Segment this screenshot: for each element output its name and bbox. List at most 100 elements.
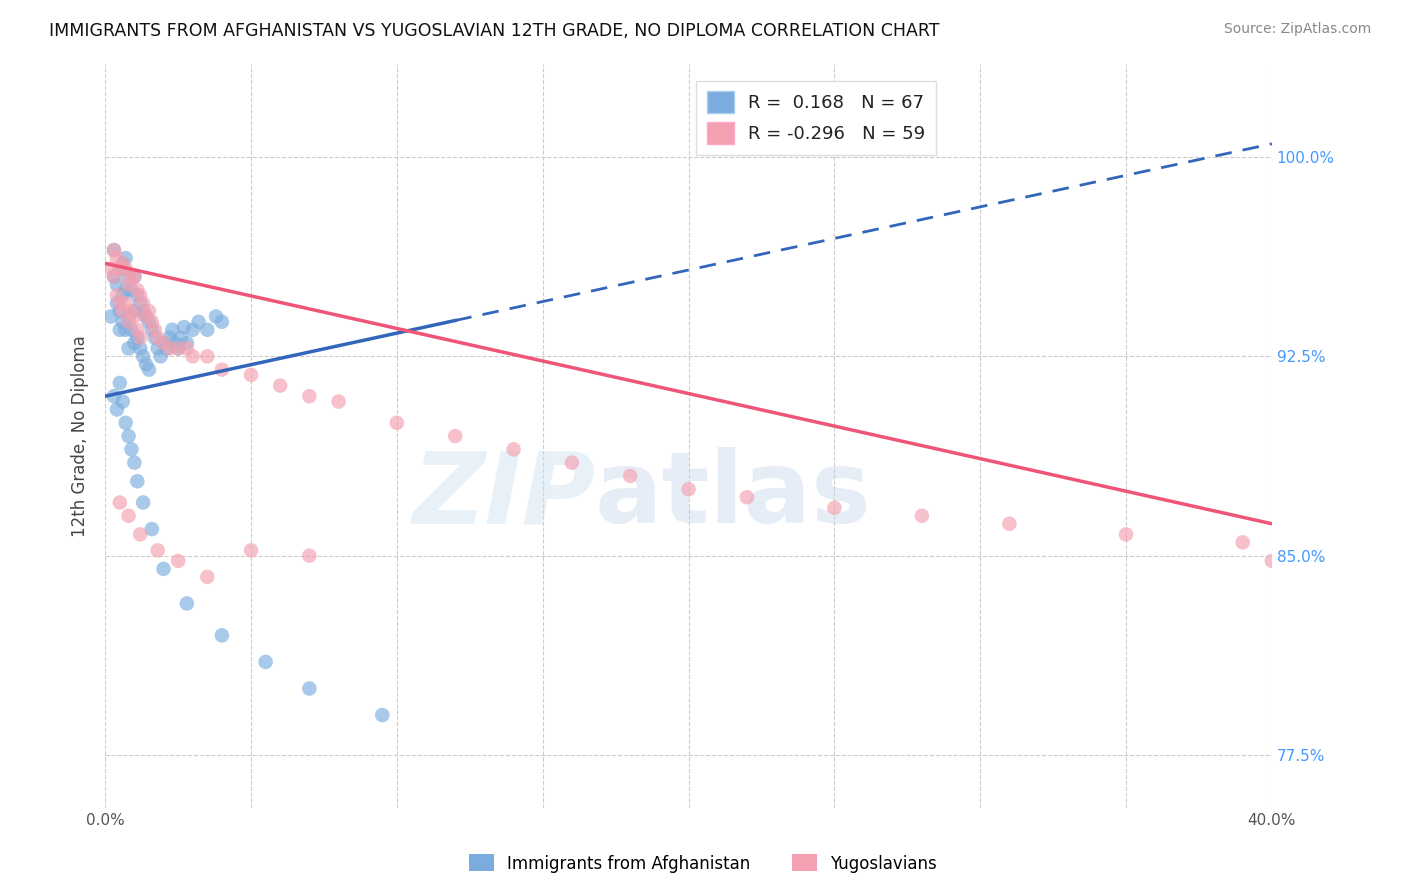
Point — [127, 288, 149, 302]
Point — [1232, 535, 1254, 549]
Point — [911, 508, 934, 523]
Point — [135, 357, 157, 371]
Point — [124, 336, 146, 351]
Point — [124, 304, 146, 318]
Point — [117, 277, 139, 292]
Point — [1115, 527, 1137, 541]
Point — [103, 389, 125, 403]
Point — [152, 562, 174, 576]
Point — [187, 315, 209, 329]
Point — [138, 362, 160, 376]
Point — [108, 296, 131, 310]
Point — [132, 296, 155, 310]
Point — [167, 342, 190, 356]
Point — [132, 304, 155, 318]
Point — [121, 304, 143, 318]
Point — [181, 323, 204, 337]
Point — [176, 597, 198, 611]
Point — [127, 331, 149, 345]
Point — [141, 323, 163, 337]
Point — [165, 336, 187, 351]
Point — [114, 283, 136, 297]
Point — [108, 261, 131, 276]
Point — [152, 336, 174, 351]
Point — [124, 456, 146, 470]
Point — [129, 296, 152, 310]
Text: atlas: atlas — [595, 447, 872, 544]
Point — [117, 508, 139, 523]
Point — [619, 469, 641, 483]
Point — [135, 310, 157, 324]
Point — [152, 336, 174, 351]
Point — [105, 296, 128, 310]
Point — [117, 310, 139, 324]
Y-axis label: 12th Grade, No Diploma: 12th Grade, No Diploma — [72, 335, 89, 537]
Point — [103, 243, 125, 257]
Point — [735, 490, 758, 504]
Point — [678, 482, 700, 496]
Point — [149, 349, 172, 363]
Point — [138, 315, 160, 329]
Point — [132, 349, 155, 363]
Point — [103, 269, 125, 284]
Point — [114, 323, 136, 337]
Point — [105, 402, 128, 417]
Point — [162, 323, 184, 337]
Point — [240, 368, 263, 382]
Point — [181, 349, 204, 363]
Point — [141, 315, 163, 329]
Point — [211, 628, 233, 642]
Point — [298, 549, 321, 563]
Point — [195, 323, 218, 337]
Point — [205, 310, 228, 324]
Point — [385, 416, 408, 430]
Point — [108, 323, 131, 337]
Point — [121, 323, 143, 337]
Point — [823, 500, 845, 515]
Point — [114, 416, 136, 430]
Point — [167, 342, 190, 356]
Point — [129, 288, 152, 302]
Point — [298, 389, 321, 403]
Point — [103, 269, 125, 284]
Point — [502, 442, 524, 457]
Point — [129, 527, 152, 541]
Point — [444, 429, 467, 443]
Point — [146, 543, 169, 558]
Point — [108, 261, 131, 276]
Point — [146, 331, 169, 345]
Text: IMMIGRANTS FROM AFGHANISTAN VS YUGOSLAVIAN 12TH GRADE, NO DIPLOMA CORRELATION CH: IMMIGRANTS FROM AFGHANISTAN VS YUGOSLAVI… — [49, 22, 939, 40]
Point — [146, 342, 169, 356]
Point — [155, 342, 177, 356]
Point — [111, 315, 134, 329]
Point — [114, 251, 136, 265]
Point — [108, 376, 131, 390]
Point — [173, 320, 195, 334]
Point — [124, 269, 146, 284]
Point — [328, 394, 350, 409]
Point — [124, 310, 146, 324]
Point — [108, 304, 131, 318]
Point — [170, 331, 193, 345]
Point — [105, 251, 128, 265]
Point — [1261, 554, 1284, 568]
Point — [138, 304, 160, 318]
Point — [561, 456, 583, 470]
Point — [111, 304, 134, 318]
Point — [269, 378, 291, 392]
Point — [211, 362, 233, 376]
Point — [111, 288, 134, 302]
Text: ZIP: ZIP — [412, 447, 595, 544]
Point — [117, 429, 139, 443]
Point — [105, 288, 128, 302]
Point — [132, 495, 155, 509]
Point — [121, 269, 143, 284]
Point — [371, 708, 394, 723]
Point — [143, 323, 166, 337]
Point — [211, 315, 233, 329]
Point — [135, 310, 157, 324]
Point — [100, 310, 122, 324]
Point — [129, 331, 152, 345]
Point — [157, 342, 180, 356]
Point — [100, 261, 122, 276]
